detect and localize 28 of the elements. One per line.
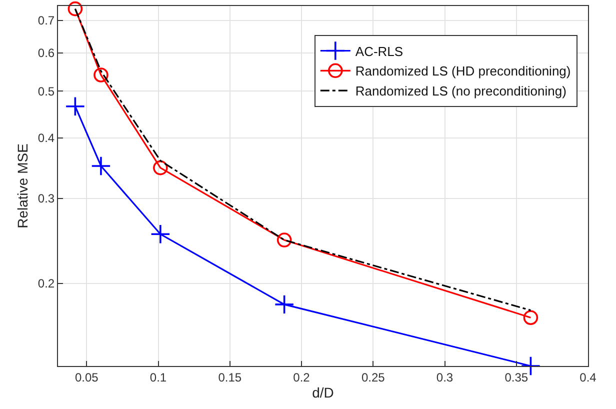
y-tick-label: 0.4 bbox=[38, 131, 55, 146]
point bbox=[90, 156, 111, 176]
x-tick-label: 0.25 bbox=[361, 370, 386, 384]
point bbox=[68, 1, 83, 16]
x-tick-label: 0.3 bbox=[436, 370, 454, 384]
y-tick-label: 0.3 bbox=[38, 192, 55, 206]
y-axis-title: Relative MSE bbox=[14, 144, 31, 228]
x-tick-label: 0.05 bbox=[74, 370, 99, 384]
point bbox=[65, 96, 86, 116]
y-tick-label: 0.6 bbox=[38, 46, 55, 60]
y-tick-label: 0.7 bbox=[38, 14, 55, 28]
y-tick-label: 0.2 bbox=[38, 276, 55, 291]
x-tick-label: 0.15 bbox=[218, 370, 242, 384]
x-tick-label: 0.1 bbox=[150, 370, 167, 384]
x-tick-label: 0.4 bbox=[580, 370, 597, 384]
x-axis-title: d/D bbox=[312, 384, 334, 401]
legend-label: Randomized LS (HD preconditioning) bbox=[355, 64, 571, 79]
point bbox=[274, 294, 294, 314]
point bbox=[276, 232, 292, 248]
legend-label: Randomized LS (no preconditioning) bbox=[355, 84, 566, 99]
point bbox=[523, 310, 538, 325]
x-tick-label: 0.35 bbox=[504, 370, 528, 384]
y-tick-label: 0.5 bbox=[38, 84, 55, 98]
point bbox=[153, 160, 168, 176]
x-tick-label: 0.2 bbox=[293, 370, 310, 384]
point bbox=[150, 224, 170, 244]
legend-label: AC-RLS bbox=[355, 44, 404, 59]
point bbox=[94, 68, 108, 82]
